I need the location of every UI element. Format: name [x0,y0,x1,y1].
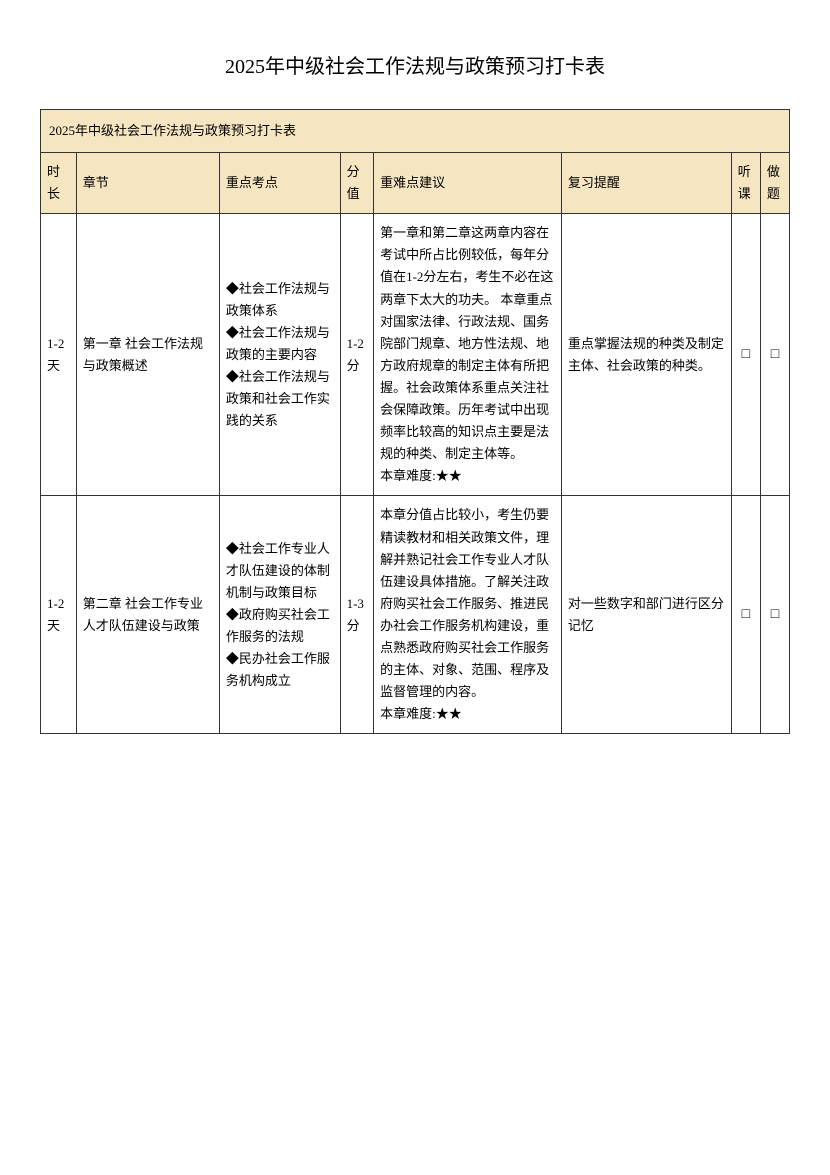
cell-listen-checkbox[interactable]: □ [731,214,760,496]
cell-suggestion: 第一章和第二章这两章内容在考试中所占比例较低，每年分值在1-2分左右，考生不必在… [374,214,562,496]
header-chapter: 章节 [76,153,219,214]
table-row: 1-2天 第二章 社会工作专业人才队伍建设与政策 ◆社会工作专业人才队伍建设的体… [41,496,790,734]
header-reminder: 复习提醒 [561,153,731,214]
header-keypoints: 重点考点 [219,153,340,214]
cell-chapter: 第一章 社会工作法规与政策概述 [76,214,219,496]
cell-exercise-checkbox[interactable]: □ [760,496,789,734]
cell-chapter: 第二章 社会工作专业人才队伍建设与政策 [76,496,219,734]
header-duration: 时长 [41,153,77,214]
cell-duration: 1-2天 [41,214,77,496]
header-score: 分值 [340,153,374,214]
header-exercise: 做题 [760,153,789,214]
cell-keypoints: ◆社会工作法规与政策体系◆社会工作法规与政策的主要内容◆社会工作法规与政策和社会… [219,214,340,496]
cell-keypoints: ◆社会工作专业人才队伍建设的体制机制与政策目标◆政府购买社会工作服务的法规◆民办… [219,496,340,734]
cell-reminder: 重点掌握法规的种类及制定主体、社会政策的种类。 [561,214,731,496]
cell-duration: 1-2天 [41,496,77,734]
cell-reminder: 对一些数字和部门进行区分记忆 [561,496,731,734]
header-listen: 听课 [731,153,760,214]
cell-score: 1-2分 [340,214,374,496]
header-suggestion: 重难点建议 [374,153,562,214]
cell-listen-checkbox[interactable]: □ [731,496,760,734]
table-caption: 2025年中级社会工作法规与政策预习打卡表 [41,110,790,153]
table-header-row: 时长 章节 重点考点 分值 重难点建议 复习提醒 听课 做题 [41,153,790,214]
cell-suggestion: 本章分值占比较小，考生仍要精读教材和相关政策文件，理解并熟记社会工作专业人才队伍… [374,496,562,734]
page-title: 2025年中级社会工作法规与政策预习打卡表 [40,50,790,79]
cell-exercise-checkbox[interactable]: □ [760,214,789,496]
cell-score: 1-3分 [340,496,374,734]
study-plan-table: 2025年中级社会工作法规与政策预习打卡表 时长 章节 重点考点 分值 重难点建… [40,109,790,734]
table-row: 1-2天 第一章 社会工作法规与政策概述 ◆社会工作法规与政策体系◆社会工作法规… [41,214,790,496]
